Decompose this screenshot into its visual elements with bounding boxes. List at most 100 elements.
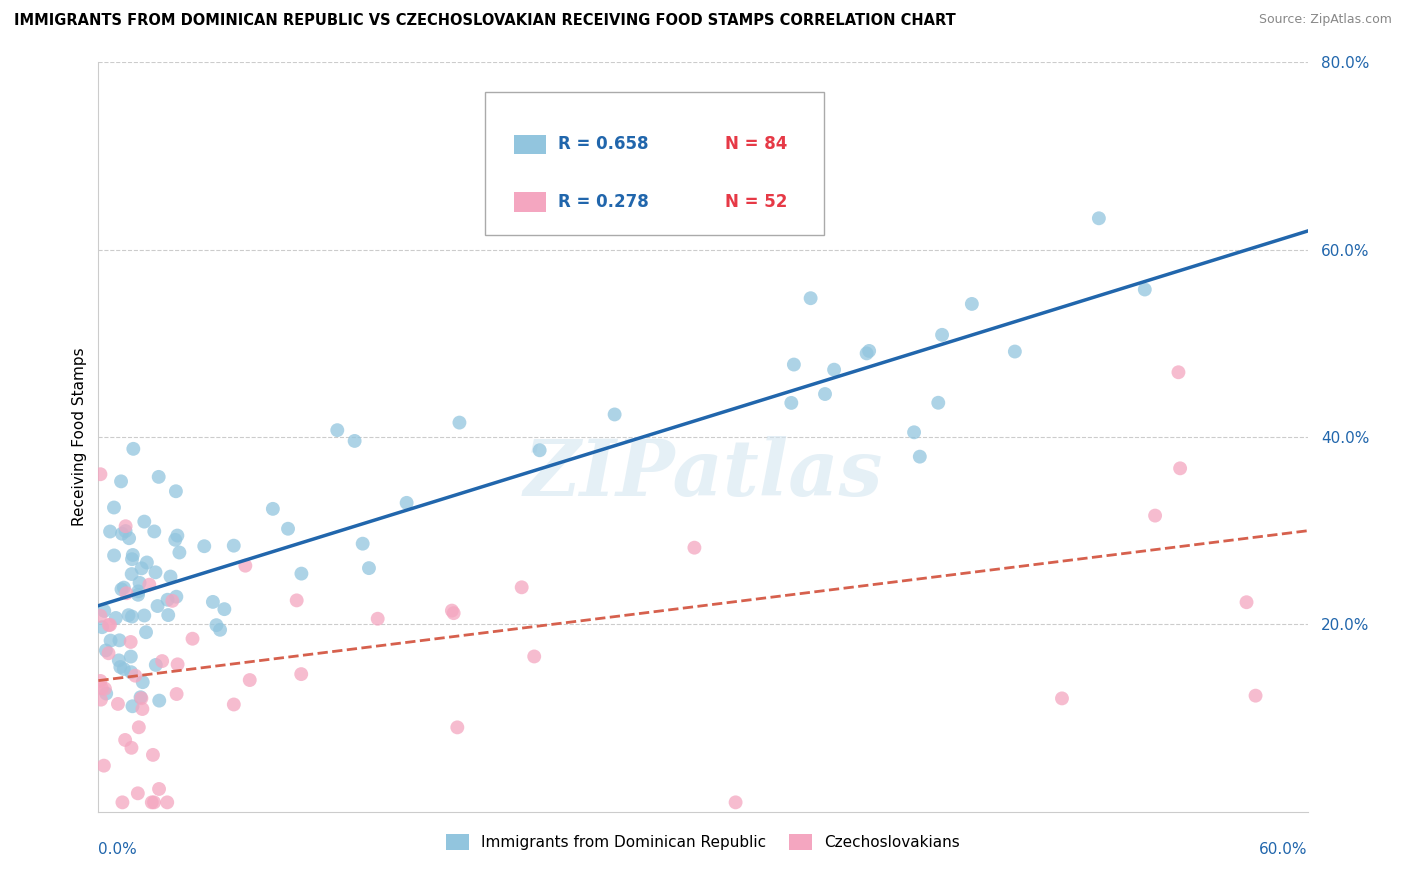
- Point: [1168, 461, 1191, 475]
- Point: [222, 539, 245, 553]
- Point: [1236, 595, 1258, 609]
- Point: [112, 581, 135, 595]
- Point: [111, 796, 134, 810]
- Text: 60.0%: 60.0%: [1260, 842, 1308, 856]
- Y-axis label: Receiving Food Stamps: Receiving Food Stamps: [72, 348, 87, 526]
- Point: [166, 528, 188, 542]
- Point: [121, 609, 143, 624]
- Point: [120, 649, 142, 664]
- Point: [780, 396, 803, 410]
- Point: [156, 592, 179, 607]
- Point: [157, 608, 180, 623]
- Point: [150, 654, 173, 668]
- Point: [96, 686, 118, 700]
- Point: [1144, 508, 1167, 523]
- Point: [122, 442, 145, 456]
- Point: [1004, 344, 1026, 359]
- Point: [90, 692, 112, 706]
- Point: [165, 484, 187, 499]
- Point: [110, 660, 132, 674]
- Point: [131, 702, 153, 716]
- Point: [446, 720, 468, 734]
- Point: [239, 673, 262, 687]
- Point: [148, 470, 170, 484]
- Point: [135, 625, 157, 640]
- Point: [121, 699, 143, 714]
- Point: [352, 537, 374, 551]
- Point: [89, 467, 111, 482]
- Point: [367, 612, 389, 626]
- Point: [128, 720, 150, 734]
- Point: [111, 526, 134, 541]
- Point: [118, 531, 141, 545]
- Point: [100, 633, 122, 648]
- Point: [121, 740, 143, 755]
- Point: [145, 566, 167, 580]
- Text: IMMIGRANTS FROM DOMINICAN REPUBLIC VS CZECHOSLOVAKIAN RECEIVING FOOD STAMPS CORR: IMMIGRANTS FROM DOMINICAN REPUBLIC VS CZ…: [14, 13, 956, 29]
- Point: [134, 515, 156, 529]
- Point: [290, 566, 312, 581]
- Point: [103, 549, 125, 563]
- Point: [1167, 365, 1189, 379]
- Point: [156, 796, 179, 810]
- Point: [98, 524, 121, 539]
- Point: [1133, 283, 1156, 297]
- Point: [159, 569, 181, 583]
- Point: [510, 580, 533, 594]
- Point: [129, 690, 152, 705]
- Point: [121, 548, 143, 562]
- FancyBboxPatch shape: [515, 135, 546, 154]
- Text: N = 84: N = 84: [725, 136, 787, 153]
- FancyBboxPatch shape: [515, 192, 546, 211]
- Point: [927, 396, 949, 410]
- Point: [110, 475, 132, 489]
- Point: [121, 567, 143, 582]
- Point: [166, 657, 188, 672]
- Point: [960, 297, 983, 311]
- Point: [143, 796, 166, 810]
- Point: [114, 524, 136, 538]
- Point: [529, 443, 551, 458]
- Point: [1050, 691, 1073, 706]
- Point: [141, 796, 163, 810]
- Point: [145, 657, 167, 672]
- Point: [931, 327, 953, 342]
- Point: [94, 681, 117, 696]
- Point: [142, 747, 165, 762]
- FancyBboxPatch shape: [485, 93, 824, 235]
- Point: [214, 602, 236, 616]
- Point: [107, 653, 129, 667]
- Point: [357, 561, 380, 575]
- Point: [115, 586, 138, 600]
- Point: [395, 496, 418, 510]
- Point: [114, 733, 136, 747]
- Point: [277, 522, 299, 536]
- Point: [148, 693, 170, 707]
- Text: R = 0.278: R = 0.278: [558, 193, 648, 211]
- Point: [93, 758, 115, 772]
- Text: N = 52: N = 52: [725, 193, 787, 211]
- Point: [169, 545, 191, 559]
- Point: [262, 501, 284, 516]
- Point: [1088, 211, 1111, 226]
- Point: [814, 387, 837, 401]
- Text: Source: ZipAtlas.com: Source: ZipAtlas.com: [1258, 13, 1392, 27]
- Point: [903, 425, 925, 440]
- Point: [112, 662, 135, 676]
- Point: [205, 618, 228, 632]
- Point: [443, 606, 465, 620]
- Point: [93, 604, 115, 618]
- Legend: Immigrants from Dominican Republic, Czechoslovakians: Immigrants from Dominican Republic, Czec…: [440, 829, 966, 856]
- Point: [290, 667, 312, 681]
- Point: [908, 450, 931, 464]
- Point: [135, 556, 157, 570]
- Point: [143, 524, 166, 539]
- Point: [326, 423, 349, 437]
- Point: [148, 781, 170, 796]
- Point: [201, 595, 224, 609]
- Text: 0.0%: 0.0%: [98, 842, 138, 856]
- Point: [285, 593, 308, 607]
- Point: [97, 618, 120, 632]
- Point: [124, 668, 146, 682]
- Point: [683, 541, 706, 555]
